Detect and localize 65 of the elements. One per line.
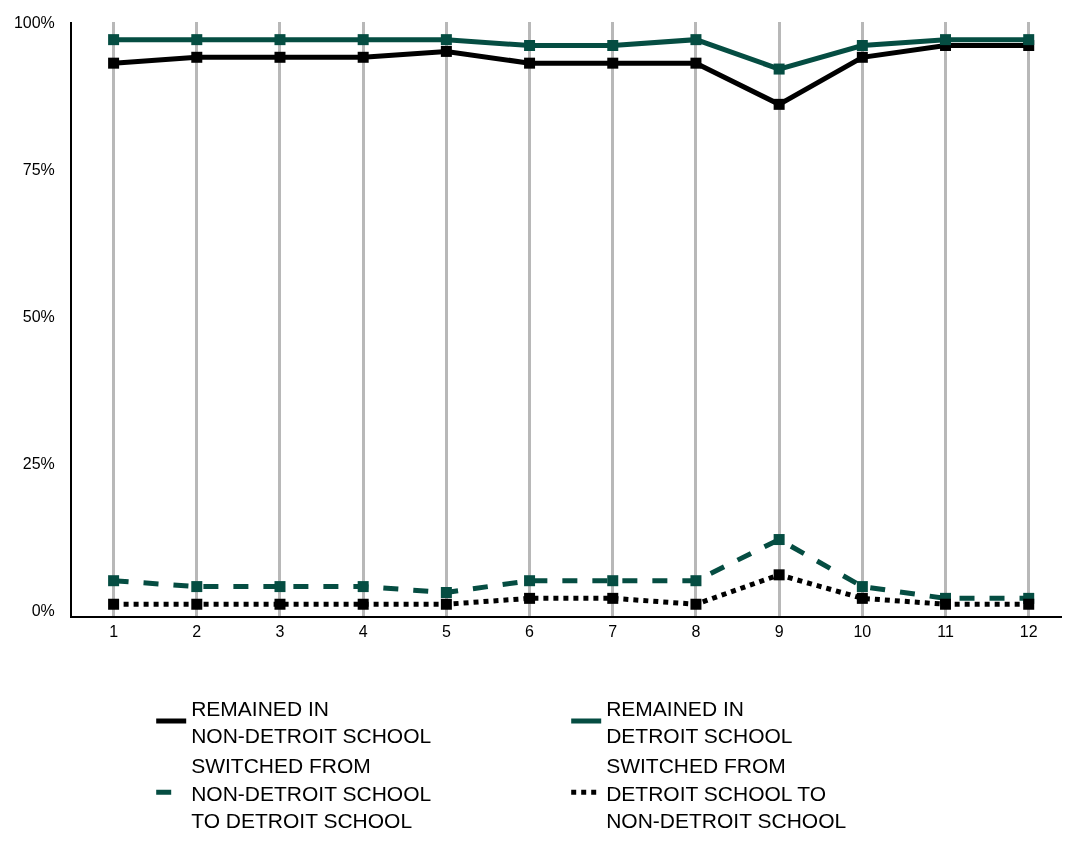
point bbox=[524, 575, 536, 587]
point bbox=[191, 34, 203, 46]
point bbox=[108, 598, 120, 610]
point bbox=[773, 98, 785, 110]
point bbox=[108, 34, 120, 46]
x-tick-label: 4 bbox=[358, 623, 368, 641]
point bbox=[607, 40, 619, 52]
point bbox=[357, 51, 369, 63]
y-tick-label: 25% bbox=[22, 454, 55, 472]
legend-label: REMAINED IN DETROIT SCHOOL bbox=[606, 696, 793, 747]
x-tick-label: 9 bbox=[774, 623, 784, 641]
point bbox=[940, 34, 952, 46]
point bbox=[524, 57, 536, 69]
point bbox=[524, 592, 536, 604]
point bbox=[274, 34, 286, 46]
x-tick-label: 12 bbox=[1019, 623, 1038, 641]
point bbox=[690, 575, 702, 587]
point bbox=[274, 51, 286, 63]
point bbox=[773, 569, 785, 581]
y-tick-label: 50% bbox=[22, 307, 55, 325]
x-tick-label: 5 bbox=[441, 623, 451, 641]
point bbox=[108, 575, 120, 587]
x-tick-label: 3 bbox=[275, 623, 285, 641]
point bbox=[440, 598, 452, 610]
point bbox=[690, 598, 702, 610]
point bbox=[856, 51, 868, 63]
point bbox=[440, 45, 452, 57]
point bbox=[856, 592, 868, 604]
point bbox=[1023, 34, 1035, 46]
point bbox=[274, 581, 286, 593]
y-tick-label: 0% bbox=[31, 601, 55, 619]
point bbox=[607, 57, 619, 69]
legend-label: SWITCHED FROM DETROIT SCHOOL TO NON-DETROIT SCHOOL bbox=[606, 754, 847, 832]
point bbox=[856, 40, 868, 52]
point bbox=[191, 581, 203, 593]
legend-label: SWITCHED FROM NON-DETROIT SCHOOL TO DETROIT SCHOOL bbox=[191, 754, 432, 832]
point bbox=[690, 34, 702, 46]
point bbox=[274, 598, 286, 610]
x-tick-label: 11 bbox=[937, 623, 954, 641]
point bbox=[524, 40, 536, 52]
point bbox=[1023, 598, 1035, 610]
point bbox=[773, 534, 785, 546]
point bbox=[357, 34, 369, 46]
x-tick-label: 2 bbox=[192, 623, 202, 641]
point bbox=[690, 57, 702, 69]
x-tick-label: 8 bbox=[691, 623, 701, 641]
x-tick-label: 1 bbox=[109, 623, 119, 641]
point bbox=[607, 592, 619, 604]
point bbox=[773, 63, 785, 75]
point bbox=[108, 57, 120, 69]
point bbox=[856, 581, 868, 593]
point bbox=[440, 34, 452, 46]
point bbox=[191, 51, 203, 63]
y-tick-label: 100% bbox=[13, 13, 55, 31]
y-tick-label: 75% bbox=[22, 160, 55, 178]
point bbox=[440, 586, 452, 598]
legend-label: REMAINED IN NON-DETROIT SCHOOL bbox=[191, 696, 432, 747]
point bbox=[607, 575, 619, 587]
point bbox=[191, 598, 203, 610]
x-tick-label: 10 bbox=[853, 623, 872, 641]
point bbox=[940, 598, 952, 610]
point bbox=[357, 581, 369, 593]
x-tick-label: 6 bbox=[525, 623, 535, 641]
x-tick-label: 7 bbox=[608, 623, 618, 641]
point bbox=[357, 598, 369, 610]
